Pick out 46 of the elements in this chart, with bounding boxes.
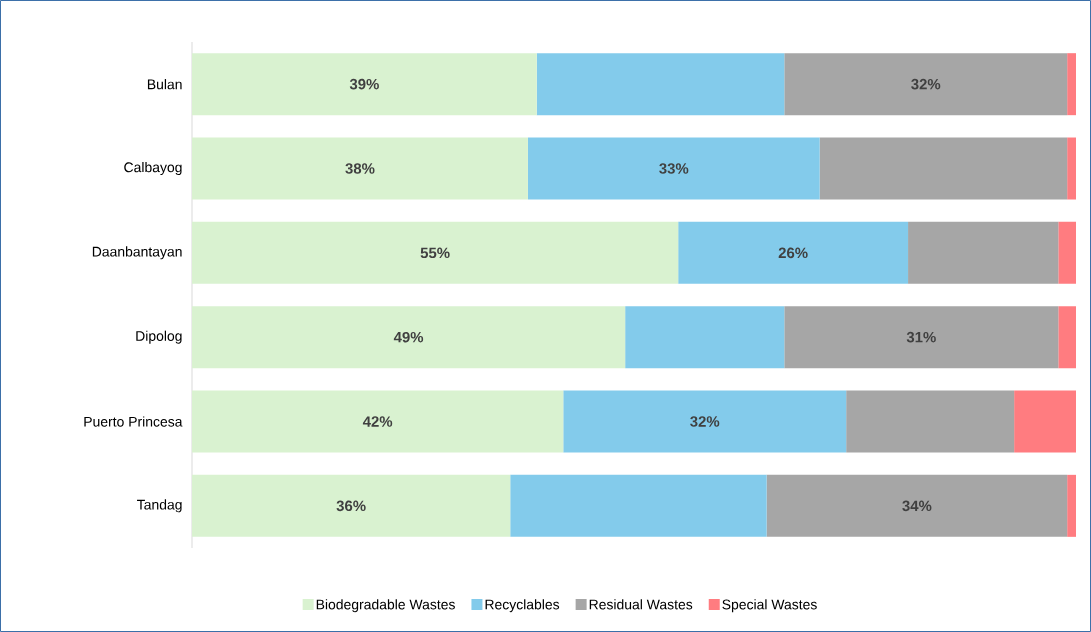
y-tick-label: Dipolog <box>136 330 182 344</box>
bar <box>908 221 1059 284</box>
bar <box>192 53 537 116</box>
bar <box>678 221 909 284</box>
data-label: 32% <box>690 416 720 427</box>
bar <box>527 137 820 200</box>
bar <box>192 221 679 284</box>
data-label: 32% <box>911 78 941 90</box>
data-label: 36% <box>336 500 366 512</box>
bar <box>784 53 1068 116</box>
bar <box>192 474 511 537</box>
legend-label: Residual Wastes <box>589 599 693 610</box>
bar <box>510 474 767 537</box>
data-label: 33% <box>659 163 689 174</box>
y-tick-label: Tandag <box>137 499 182 513</box>
bar <box>536 53 785 116</box>
legend-label: Special Wastes <box>722 599 817 613</box>
bar <box>819 137 1068 200</box>
bar <box>1067 474 1077 537</box>
bar <box>1067 137 1077 200</box>
legend-label: Biodegradable Wastes <box>316 599 455 613</box>
data-label: 39% <box>349 78 379 90</box>
bar <box>625 306 785 369</box>
bar <box>846 390 1015 453</box>
legend-label: Recyclables <box>485 599 560 613</box>
bar <box>192 306 626 369</box>
data-label: 55% <box>420 247 450 259</box>
bar <box>766 474 1068 537</box>
bar <box>1058 221 1077 284</box>
data-label: 26% <box>778 247 808 259</box>
y-tick-label: Bulan <box>147 79 182 90</box>
data-label: 34% <box>902 500 932 512</box>
bar <box>192 390 564 453</box>
data-label: 42% <box>362 416 393 427</box>
bar <box>784 306 1059 369</box>
y-tick-label: Daanbantayan <box>92 246 182 260</box>
y-tick-label: Calbayog <box>124 162 182 175</box>
data-label: 31% <box>906 331 936 343</box>
y-tick-label: Puerto Princesa <box>84 416 183 427</box>
bar <box>1014 390 1077 453</box>
data-label: 38% <box>345 163 375 174</box>
bar <box>1058 306 1077 369</box>
bar <box>563 390 847 453</box>
data-label: 49% <box>393 331 424 343</box>
bar <box>1067 53 1077 116</box>
bar <box>192 137 528 200</box>
